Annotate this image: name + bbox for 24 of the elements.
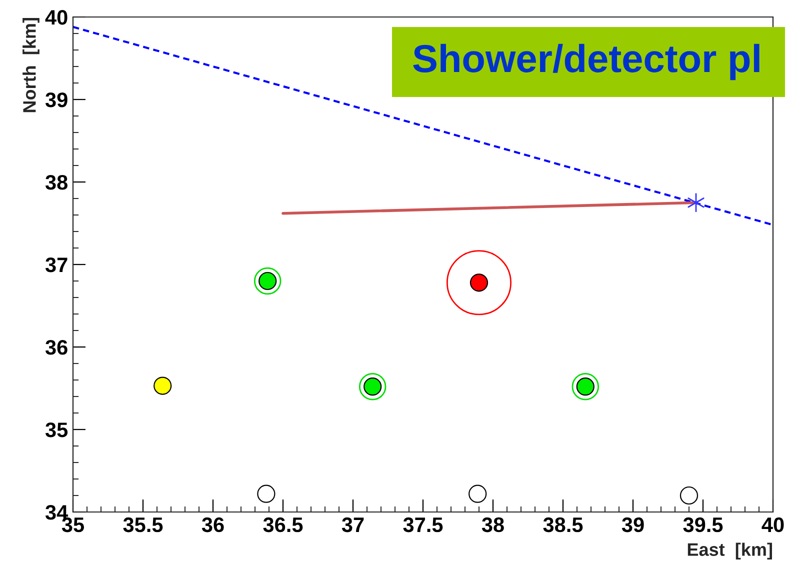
y-tick-label: 35 [45,422,68,438]
x-tick-label: 36 [202,517,224,532]
point [688,193,704,212]
x-tick-label: 36.5 [263,517,303,532]
x-axis-title: East [km] [688,542,772,560]
x-tick-label: 35.5 [123,517,163,532]
y-tick-label: 37 [45,258,68,272]
y-tick-label: 39 [45,92,68,108]
point [257,484,276,503]
y-tick-label: 36 [45,340,68,355]
x-tick-label: 38 [482,517,504,532]
point [680,486,698,505]
point [154,376,172,395]
y-tick-label: 40 [45,10,68,25]
text: Shower/detector pl [413,44,760,80]
x-tick-label: 40 [762,517,784,532]
point [468,484,487,503]
x-tick-label: 37.5 [403,517,443,532]
y-axis-title: North [km] [22,18,40,112]
x-tick-label: 39 [622,517,644,532]
x-tick-label: 37 [342,517,364,532]
y-tick-label: 38 [45,175,68,190]
x-tick-label: 39.5 [683,517,723,532]
x-tick-label: 38.5 [543,517,583,532]
